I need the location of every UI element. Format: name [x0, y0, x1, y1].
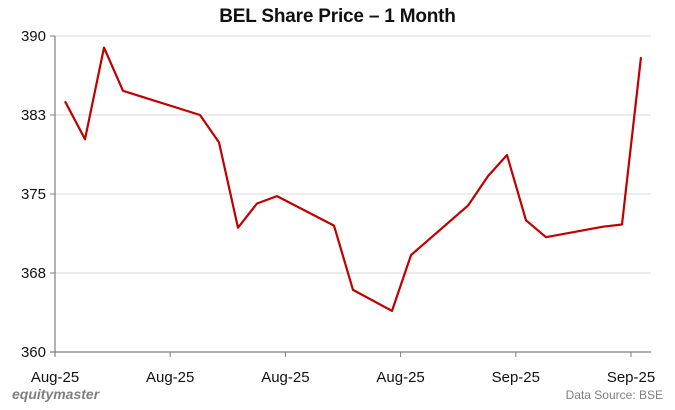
- axes: [50, 35, 651, 357]
- y-axis-labels: 390 383 375 368 360: [21, 28, 46, 361]
- x-tick-label: Sep-25: [492, 369, 540, 386]
- price-line: [64, 46, 643, 312]
- x-tick-label: Aug-25: [376, 369, 424, 386]
- gridlines: [55, 35, 651, 274]
- y-tick-label: 383: [21, 107, 46, 124]
- brand-logo: equitymaster: [12, 386, 100, 402]
- chart-title: BEL Share Price – 1 Month: [219, 6, 456, 27]
- x-tick-label: Sep-25: [607, 369, 655, 386]
- data-source: Data Source: BSE: [565, 388, 663, 402]
- x-tick-label: Aug-25: [31, 369, 79, 386]
- y-tick-label: 368: [21, 265, 46, 282]
- x-axis-labels: Aug-25 Aug-25 Aug-25 Aug-25 Sep-25 Sep-25: [31, 369, 655, 386]
- y-tick-label: 360: [21, 344, 46, 361]
- y-tick-label: 375: [21, 186, 46, 203]
- x-tick-label: Aug-25: [261, 369, 309, 386]
- y-tick-label: 390: [21, 28, 46, 45]
- x-tick-label: Aug-25: [146, 369, 194, 386]
